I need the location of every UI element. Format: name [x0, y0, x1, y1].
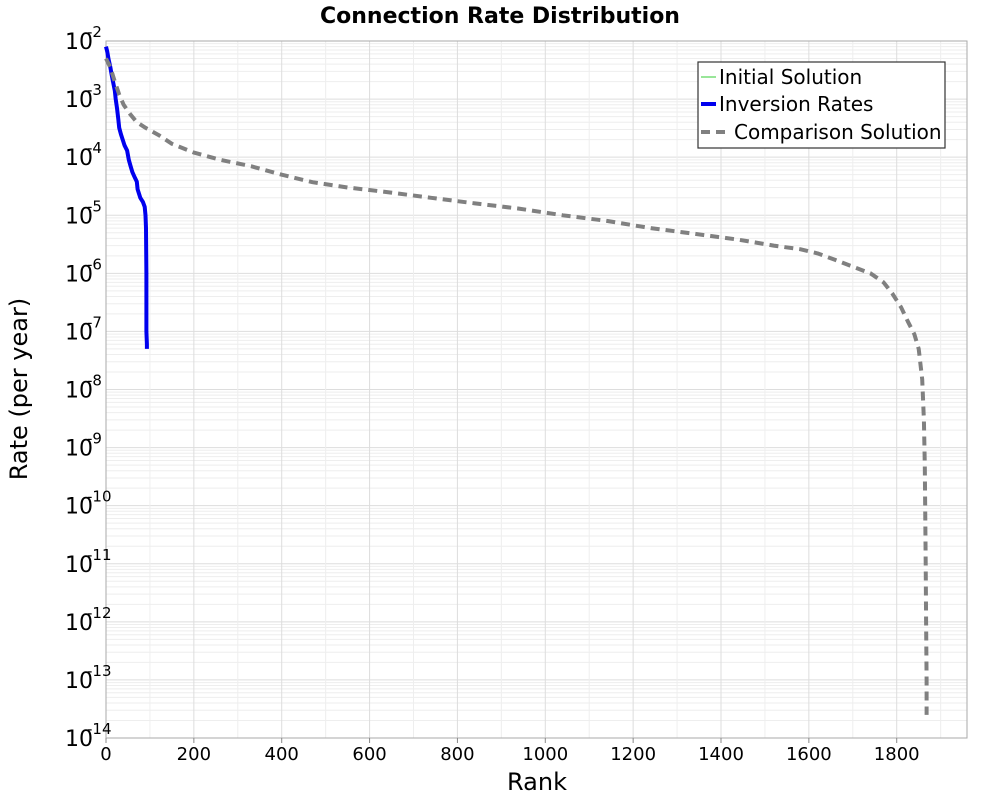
x-axis-label: Rank	[507, 768, 567, 796]
x-axis-ticks: 0 200 400 600 800 1000 1200 1400 1600 1800	[100, 738, 920, 765]
y-tick-label: 10	[65, 88, 93, 113]
y-tick-label: 10	[65, 204, 93, 229]
y-tick-exponent: -9	[87, 430, 102, 448]
x-tick-label: 400	[265, 744, 299, 765]
x-tick-label: 1400	[698, 744, 744, 765]
x-tick-label: 600	[352, 744, 386, 765]
y-tick-exponent: -2	[87, 23, 102, 41]
x-tick-label: 800	[440, 744, 474, 765]
y-tick-label: 10	[65, 669, 93, 694]
y-tick-label: 10	[65, 262, 93, 287]
legend: Initial Solution Inversion Rates Compari…	[697, 61, 946, 149]
x-tick-label: 1800	[874, 744, 920, 765]
x-tick-label: 0	[100, 744, 111, 765]
legend-box	[697, 61, 946, 149]
y-tick-label: 10	[65, 553, 93, 578]
legend-label-inversion-rates: Inversion Rates	[719, 92, 873, 116]
y-tick-exponent: -8	[87, 372, 102, 390]
y-tick-exponent: -5	[87, 197, 102, 215]
y-axis-ticks: 10-210-310-410-510-610-710-810-910-1010-…	[65, 23, 112, 752]
y-tick-label: 10	[65, 437, 93, 462]
y-tick-exponent: -10	[87, 488, 112, 506]
y-tick-label: 10	[65, 379, 93, 404]
y-tick-label: 10	[65, 146, 93, 171]
x-tick-label: 1600	[786, 744, 832, 765]
series-group	[104, 46, 929, 715]
x-tick-label: 1000	[522, 744, 568, 765]
y-axis-label: Rate (per year)	[5, 298, 33, 480]
y-tick-exponent: -14	[87, 720, 112, 738]
series-line-inversion-rates	[104, 46, 149, 349]
grid	[106, 40, 967, 739]
chart-title: Connection Rate Distribution	[320, 4, 680, 29]
y-tick-exponent: -3	[87, 81, 102, 99]
x-tick-label: 1200	[610, 744, 656, 765]
y-tick-exponent: -11	[87, 546, 112, 564]
y-tick-label: 10	[65, 30, 93, 55]
series-line-comparison-solution	[104, 57, 929, 715]
y-tick-exponent: -12	[87, 604, 112, 622]
y-tick-exponent: -13	[87, 662, 112, 680]
y-tick-exponent: -4	[87, 139, 102, 157]
x-tick-label: 200	[177, 744, 211, 765]
y-tick-label: 10	[65, 727, 93, 752]
legend-label-initial-solution: Initial Solution	[719, 65, 862, 89]
y-tick-exponent: -6	[87, 255, 102, 273]
y-tick-label: 10	[65, 611, 93, 636]
legend-label-comparison-solution: Comparison Solution	[734, 120, 942, 144]
plot-area-frame	[105, 40, 968, 739]
y-tick-label: 10	[65, 495, 93, 520]
y-tick-exponent: -7	[87, 313, 102, 331]
y-tick-label: 10	[65, 320, 93, 345]
